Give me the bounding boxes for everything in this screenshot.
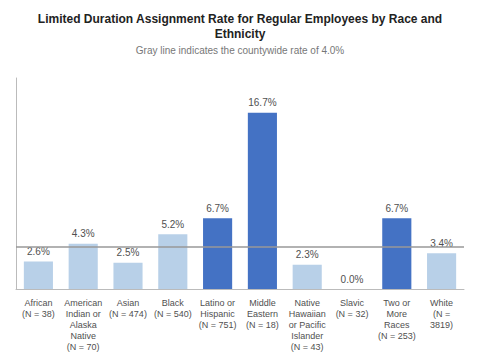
svg-text:(N = 253): (N = 253) [378,331,416,341]
svg-text:Hawaiian: Hawaiian [289,309,326,319]
svg-text:Middle: Middle [249,298,276,308]
svg-text:2.3%: 2.3% [296,249,319,260]
svg-text:(N = 70): (N = 70) [67,342,100,352]
svg-text:Indian or: Indian or [66,309,101,319]
svg-text:5.2%: 5.2% [161,219,184,230]
svg-text:4.3%: 4.3% [72,228,95,239]
svg-text:(N = 18): (N = 18) [246,320,279,330]
svg-text:2.6%: 2.6% [27,246,50,258]
svg-text:(N = 540): (N = 540) [154,309,192,319]
svg-text:3819): 3819) [430,320,453,330]
svg-text:(N = 751): (N = 751) [199,320,237,330]
svg-text:6.7%: 6.7% [385,203,408,214]
svg-text:Races: Races [384,320,410,330]
svg-text:Black: Black [162,298,185,308]
svg-text:Native: Native [70,331,96,341]
svg-text:Asian: Asian [117,298,140,308]
svg-text:Two or: Two or [383,298,410,308]
svg-text:Eastern: Eastern [247,309,278,319]
svg-text:or Pacific: or Pacific [289,320,327,330]
svg-text:2.5%: 2.5% [117,247,140,258]
svg-text:Limited Duration Assignment Ra: Limited Duration Assignment Rate for Reg… [38,12,442,26]
svg-text:Native: Native [294,298,320,308]
svg-text:(N = 43): (N = 43) [291,342,324,352]
svg-text:Latino or: Latino or [200,298,235,308]
svg-text:American: American [64,298,102,308]
svg-text:Gray line indicates the county: Gray line indicates the countywide rate … [136,45,345,56]
svg-text:(N =: (N = [433,309,450,319]
svg-text:3.4%: 3.4% [430,237,453,249]
svg-text:(N = 38): (N = 38) [22,309,55,319]
svg-text:White: White [430,298,453,308]
svg-text:(N = 32): (N = 32) [336,309,369,319]
svg-text:Slavic: Slavic [340,298,365,308]
svg-text:More: More [387,309,408,319]
svg-text:16.7%: 16.7% [248,97,276,108]
svg-text:0.0%: 0.0% [341,274,364,285]
svg-text:African: African [24,298,52,308]
svg-text:(N = 474): (N = 474) [109,309,147,319]
svg-text:Hispanic: Hispanic [200,309,235,319]
svg-text:6.7%: 6.7% [206,203,229,214]
svg-text:Alaska: Alaska [70,320,97,330]
svg-text:Islander: Islander [291,331,323,341]
svg-text:Ethnicity: Ethnicity [215,27,266,41]
